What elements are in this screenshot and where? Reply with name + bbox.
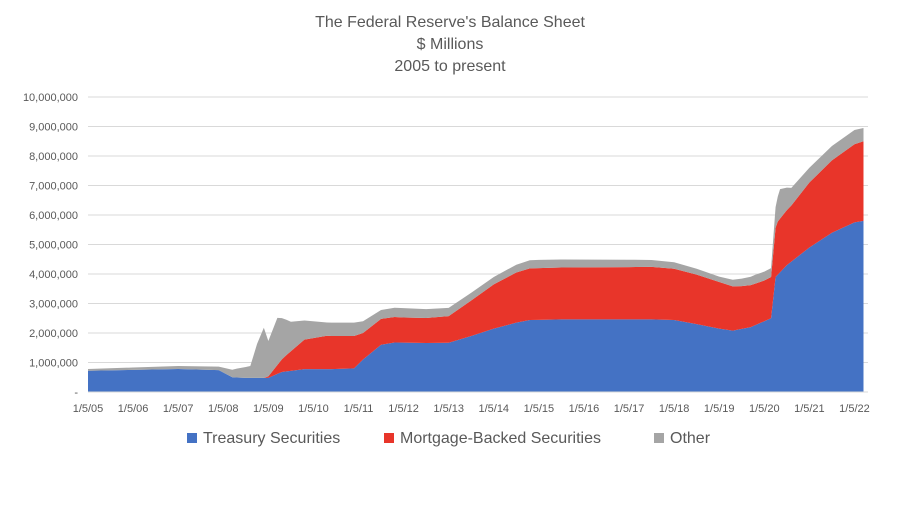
y-tick-label: 4,000,000 bbox=[29, 269, 78, 281]
x-axis: 1/5/05 1/5/06 1/5/07 1/5/08 1/5/09 1/5/10 1/5/… bbox=[73, 391, 870, 415]
y-tick-label: 6,000,000 bbox=[29, 210, 78, 222]
y-axis: - 1,000,000 2,000,000 3,000,000 4,000,000 5,0… bbox=[23, 92, 78, 399]
y-tick-label: 10,000,000 bbox=[23, 92, 78, 104]
chart-title-line: The Federal Reserve's Balance Sheet bbox=[315, 14, 585, 31]
x-tick-label: 1/5/12 bbox=[388, 403, 419, 415]
x-tick-label: 1/5/14 bbox=[478, 403, 509, 415]
x-tick-label: 1/5/08 bbox=[208, 403, 239, 415]
x-tick-label: 1/5/11 bbox=[344, 403, 374, 415]
legend-swatch bbox=[187, 433, 197, 443]
x-tick-label: 1/5/07 bbox=[163, 403, 194, 415]
x-tick-label: 1/5/16 bbox=[569, 403, 600, 415]
legend-swatch bbox=[384, 433, 394, 443]
chart-title-line: 2005 to present bbox=[394, 58, 506, 75]
legend-label: Treasury Securities bbox=[203, 430, 340, 447]
y-tick-label: 8,000,000 bbox=[29, 151, 78, 163]
x-tick-label: 1/5/20 bbox=[749, 403, 780, 415]
x-tick-label: 1/5/19 bbox=[704, 403, 735, 415]
area-series-mortgage-backed-securities bbox=[88, 141, 864, 378]
x-tick-label: 1/5/22 bbox=[839, 403, 870, 415]
x-tick-label: 1/5/15 bbox=[524, 403, 555, 415]
chart-title-line: $ Millions bbox=[417, 36, 484, 53]
x-tick-label: 1/5/17 bbox=[614, 403, 645, 415]
x-tick-label: 1/5/10 bbox=[298, 403, 329, 415]
chart-title: The Federal Reserve's Balance Sheet $ Mil… bbox=[315, 14, 585, 75]
y-tick-label: - bbox=[74, 387, 78, 399]
x-tick-label: 1/5/06 bbox=[118, 403, 149, 415]
y-tick-label: 5,000,000 bbox=[29, 240, 78, 252]
y-tick-label: 9,000,000 bbox=[29, 122, 78, 134]
x-tick-label: 1/5/05 bbox=[73, 403, 104, 415]
y-tick-label: 3,000,000 bbox=[29, 299, 78, 311]
legend: Treasury Securities Mortgage-Backed Secur… bbox=[187, 430, 711, 447]
x-tick-label: 1/5/18 bbox=[659, 403, 690, 415]
stacked-areas bbox=[88, 127, 864, 392]
y-tick-label: 7,000,000 bbox=[29, 181, 78, 193]
y-tick-label: 1,000,000 bbox=[29, 358, 78, 370]
legend-swatch bbox=[654, 433, 664, 443]
legend-label: Other bbox=[670, 430, 711, 447]
x-tick-label: 1/5/09 bbox=[253, 403, 284, 415]
area-series-treasury-securities bbox=[88, 220, 864, 392]
x-tick-label: 1/5/21 bbox=[794, 403, 825, 415]
y-tick-label: 2,000,000 bbox=[29, 328, 78, 340]
gridlines bbox=[88, 96, 868, 363]
x-tick-label: 1/5/13 bbox=[433, 403, 464, 415]
legend-label: Mortgage-Backed Securities bbox=[400, 430, 601, 447]
